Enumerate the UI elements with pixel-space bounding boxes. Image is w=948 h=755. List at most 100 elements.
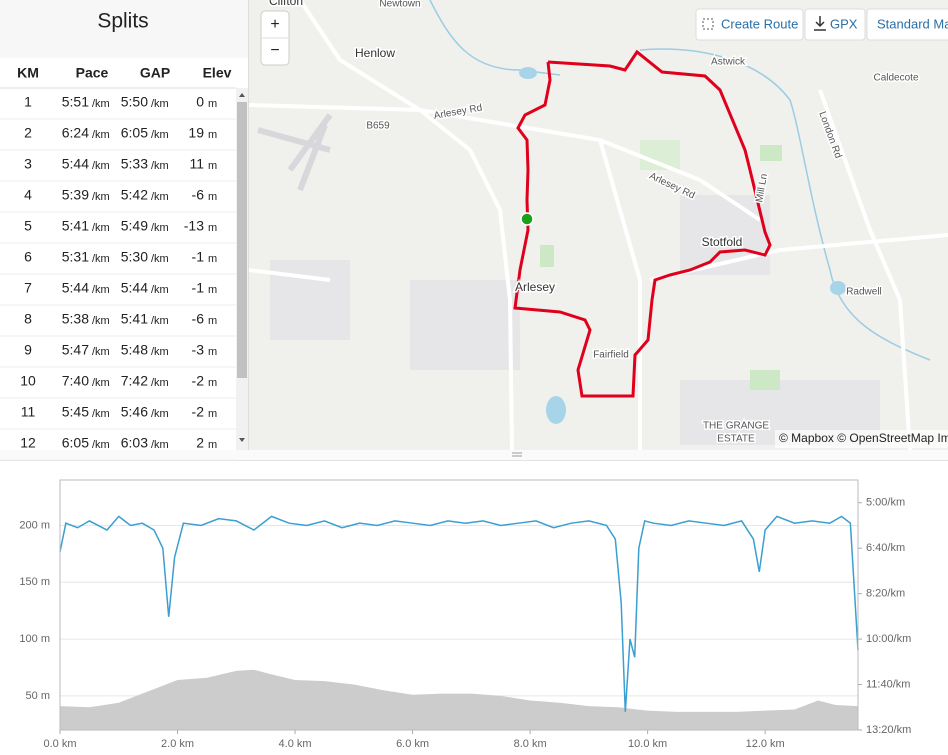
- split-pace: 6:05: [62, 435, 89, 451]
- pace-line: [59, 515, 859, 712]
- column-header: Elev: [203, 65, 232, 81]
- split-km: 5: [24, 218, 32, 234]
- resize-bar[interactable]: [0, 450, 948, 460]
- gap-unit: /km: [151, 253, 169, 265]
- pace-unit: /km: [92, 129, 110, 141]
- x-tick-label: 0.0 km: [43, 738, 76, 750]
- lake: [519, 67, 537, 79]
- create-route-label: Create Route: [721, 16, 798, 31]
- gap-unit: /km: [151, 408, 169, 420]
- y2-tick-label: 13:20/km: [866, 724, 911, 736]
- map-label: Caldecote: [873, 73, 918, 84]
- elev-unit: m: [208, 253, 217, 265]
- y2-tick-label: 10:00/km: [866, 633, 911, 645]
- zoom-out[interactable]: −: [270, 42, 279, 59]
- pace-unit: /km: [92, 160, 110, 172]
- zoom-in[interactable]: +: [270, 16, 279, 33]
- park: [760, 145, 782, 161]
- plot-frame: [59, 479, 859, 731]
- split-gap: 6:03: [121, 435, 148, 451]
- split-elev: -6: [192, 311, 205, 327]
- elev-unit: m: [208, 191, 217, 203]
- download-icon: [814, 16, 826, 31]
- split-pace: 5:44: [62, 156, 89, 172]
- map-label: Henlow: [355, 46, 395, 60]
- split-gap: 6:05: [121, 125, 148, 141]
- map-label: B659: [366, 121, 390, 132]
- pace-unit: /km: [92, 222, 110, 234]
- map-label: ESTATE: [717, 434, 755, 445]
- split-pace: 5:41: [62, 218, 89, 234]
- split-km: 6: [24, 249, 32, 265]
- river: [429, 0, 931, 361]
- map-label: Arlesey: [515, 280, 555, 294]
- y-tick-label: 100 m: [19, 633, 50, 645]
- elev-unit: m: [208, 377, 217, 389]
- gap-unit: /km: [151, 284, 169, 296]
- column-header: KM: [17, 65, 39, 81]
- map-label: Stotfold: [702, 235, 743, 249]
- gap-unit: /km: [151, 315, 169, 327]
- resize-handle: [512, 452, 522, 457]
- park: [750, 370, 780, 390]
- splits-header-bg: [0, 0, 248, 58]
- gap-unit: /km: [151, 377, 169, 389]
- pace-unit: /km: [92, 346, 110, 358]
- split-gap: 5:30: [121, 249, 148, 265]
- map-label: Newtown: [379, 0, 420, 10]
- split-pace: 5:38: [62, 311, 89, 327]
- split-elev: -1: [192, 249, 205, 265]
- gap-unit: /km: [151, 98, 169, 110]
- split-km: 2: [24, 125, 32, 141]
- split-elev: -13: [184, 218, 204, 234]
- split-elev: -2: [192, 373, 205, 389]
- gap-unit: /km: [151, 191, 169, 203]
- split-elev: -1: [192, 280, 205, 296]
- split-gap: 5:41: [121, 311, 148, 327]
- map-label: Clifton: [269, 0, 303, 8]
- airfield: [257, 113, 333, 192]
- scroll-thumb[interactable]: [237, 102, 247, 378]
- y2-tick-label: 11:40/km: [866, 678, 910, 690]
- map-style-label: Standard Map: [877, 16, 948, 31]
- pace-unit: /km: [92, 408, 110, 420]
- x-tick-label: 10.0 km: [628, 738, 667, 750]
- elev-unit: m: [208, 160, 217, 172]
- split-pace: 5:44: [62, 280, 89, 296]
- x-tick-label: 6.0 km: [396, 738, 429, 750]
- split-pace: 5:47: [62, 342, 89, 358]
- y-tick-label: 200 m: [19, 519, 50, 531]
- split-pace: 5:45: [62, 404, 89, 420]
- split-km: 3: [24, 156, 32, 172]
- split-gap: 5:48: [121, 342, 148, 358]
- map[interactable]: [248, 0, 948, 451]
- split-km: 9: [24, 342, 32, 358]
- split-km: 12: [20, 435, 36, 451]
- map-style-button[interactable]: [866, 8, 948, 41]
- x-tick-label: 4.0 km: [279, 738, 312, 750]
- attribution: © Mapbox © OpenStreetMap Im: [779, 431, 948, 445]
- pace-unit: /km: [92, 284, 110, 296]
- pace-unit: /km: [92, 439, 110, 451]
- pace-unit: /km: [92, 191, 110, 203]
- split-pace: 6:24: [62, 125, 89, 141]
- elev-unit: m: [208, 129, 217, 141]
- lake: [830, 281, 846, 295]
- elev-unit: m: [208, 284, 217, 296]
- split-gap: 5:49: [121, 218, 148, 234]
- gap-unit: /km: [151, 222, 169, 234]
- split-pace: 5:51: [62, 94, 89, 110]
- route-icon: [702, 18, 714, 30]
- split-elev: 0: [196, 94, 204, 110]
- create-route-button[interactable]: [695, 8, 804, 41]
- y2-tick-label: 8:20/km: [866, 588, 905, 600]
- split-elev: 19: [188, 125, 204, 141]
- pace-unit: /km: [92, 315, 110, 327]
- y2-tick-label: 6:40/km: [866, 542, 905, 554]
- urban-area: [410, 280, 520, 370]
- split-elev: 2: [196, 435, 204, 451]
- column-header: Pace: [76, 65, 109, 81]
- split-km: 7: [24, 280, 32, 296]
- split-elev: -3: [192, 342, 205, 358]
